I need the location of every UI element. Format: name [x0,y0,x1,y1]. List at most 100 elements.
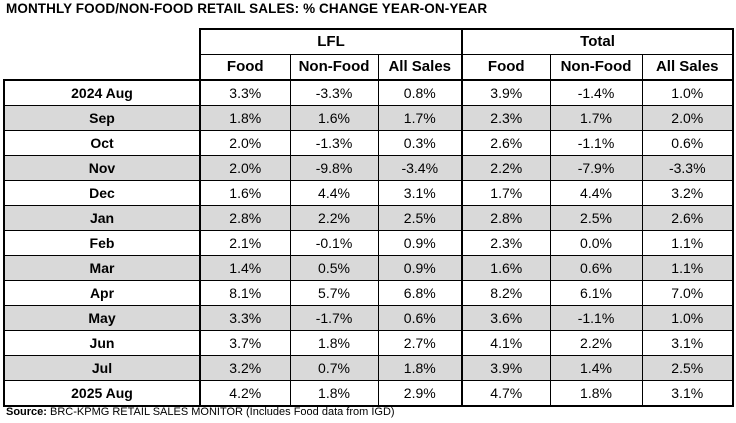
table-cell: 0.9% [377,230,463,256]
table-cell: 2.6% [641,205,734,231]
table-cell: 1.7% [549,105,643,131]
retail-sales-table: LFL Total Food Non-Food All Sales Food N… [3,28,734,407]
table-cell: 0.8% [377,79,463,106]
table-cell: 1.8% [199,105,291,131]
row-label: Jul [3,355,201,381]
table-cell: 2.2% [549,330,643,356]
row-label: Jun [3,330,201,356]
table-cell: 3.7% [199,330,291,356]
source-label: Source: [6,406,47,418]
row-label: Jan [3,205,201,231]
table-cell: 1.4% [199,255,291,281]
table-row: Mar 1.4% 0.5% 0.9% 1.6% 0.6% 1.1% [3,255,734,281]
group-header-row: LFL Total [4,28,734,55]
table-row: Apr 8.1% 5.7% 6.8% 8.2% 6.1% 7.0% [3,280,734,306]
table-cell: 0.7% [289,355,379,381]
table-cell: 3.9% [461,79,551,106]
source-text: BRC-KPMG RETAIL SALES MONITOR (Includes … [46,406,395,418]
table-cell: 3.3% [199,79,291,106]
table-cell: 0.6% [641,130,734,156]
table-cell: 2.9% [377,380,463,407]
column-header-row: Food Non-Food All Sales Food Non-Food Al… [4,54,734,81]
table-cell: 1.0% [641,305,734,331]
column-header: Non-Food [549,54,643,81]
row-label: Mar [3,255,201,281]
table-cell: 0.6% [549,255,643,281]
table-cell: 6.8% [377,280,463,306]
table-row: Dec 1.6% 4.4% 3.1% 1.7% 4.4% 3.2% [3,180,734,206]
table-cell: -1.7% [289,305,379,331]
row-label: 2025 Aug [3,380,201,407]
table-row: Jul 3.2% 0.7% 1.8% 3.9% 1.4% 2.5% [3,355,734,381]
table-cell: 1.8% [549,380,643,407]
column-header: Food [461,54,551,81]
table-cell: 1.1% [641,255,734,281]
table-cell: 4.2% [199,380,291,407]
table-cell: 3.3% [199,305,291,331]
table-cell: 1.7% [377,105,463,131]
table-cell: 2.8% [199,205,291,231]
column-header: Non-Food [289,54,379,81]
table-cell: 3.1% [641,330,734,356]
table-cell: 2.0% [199,130,291,156]
row-label: May [3,305,201,331]
table-cell: 0.6% [377,305,463,331]
table-cell: 1.6% [289,105,379,131]
table-row: Feb 2.1% -0.1% 0.9% 2.3% 0.0% 1.1% [3,230,734,256]
table-cell: 2.5% [641,355,734,381]
table-row: Oct 2.0% -1.3% 0.3% 2.6% -1.1% 0.6% [3,130,734,156]
table-row: Sep 1.8% 1.6% 1.7% 2.3% 1.7% 2.0% [3,105,734,131]
table-cell: 2.0% [641,105,734,131]
column-header: All Sales [641,54,734,81]
table-row: 2025 Aug 4.2% 1.8% 2.9% 4.7% 1.8% 3.1% [3,380,734,407]
table-row: Nov 2.0% -9.8% -3.4% 2.2% -7.9% -3.3% [3,155,734,181]
table-cell: 2.7% [377,330,463,356]
table-cell: -0.1% [289,230,379,256]
table-cell: 1.6% [199,180,291,206]
table-cell: 8.1% [199,280,291,306]
table-cell: -7.9% [549,155,643,181]
row-label: Nov [3,155,201,181]
table-cell: 3.1% [641,380,734,407]
table-cell: 1.7% [461,180,551,206]
table-cell: 6.1% [549,280,643,306]
column-header: All Sales [377,54,463,81]
table-cell: 1.8% [289,330,379,356]
empty-corner [4,55,200,81]
table-title: MONTHLY FOOD/NON-FOOD RETAIL SALES: % CH… [6,1,488,16]
table-row: Jun 3.7% 1.8% 2.7% 4.1% 2.2% 3.1% [3,330,734,356]
table-cell: 2.8% [461,205,551,231]
row-label: Feb [3,230,201,256]
table-cell: 3.2% [641,180,734,206]
table-cell: 1.0% [641,79,734,106]
table-cell: -1.1% [549,305,643,331]
table-cell: 1.8% [377,355,463,381]
row-label: Dec [3,180,201,206]
table-cell: 4.4% [549,180,643,206]
table-cell: -1.3% [289,130,379,156]
source-note: Source: BRC-KPMG RETAIL SALES MONITOR (I… [6,406,395,418]
table-cell: -3.4% [377,155,463,181]
table-cell: 2.5% [549,205,643,231]
table-cell: 2.3% [461,230,551,256]
group-header-lfl: LFL [199,28,463,55]
row-label: Apr [3,280,201,306]
table-cell: 1.4% [549,355,643,381]
table-cell: 4.7% [461,380,551,407]
table-cell: 2.1% [199,230,291,256]
table-cell: 0.5% [289,255,379,281]
table-cell: 1.1% [641,230,734,256]
table-cell: -1.1% [549,130,643,156]
table-cell: 4.1% [461,330,551,356]
table-cell: -1.4% [549,79,643,106]
table-row: May 3.3% -1.7% 0.6% 3.6% -1.1% 1.0% [3,305,734,331]
table-cell: 1.8% [289,380,379,407]
empty-corner [4,29,200,55]
row-label: Oct [3,130,201,156]
table-cell: 2.6% [461,130,551,156]
table-cell: 7.0% [641,280,734,306]
table-cell: -3.3% [289,79,379,106]
table-cell: 3.9% [461,355,551,381]
table-cell: 2.0% [199,155,291,181]
table-cell: 0.9% [377,255,463,281]
